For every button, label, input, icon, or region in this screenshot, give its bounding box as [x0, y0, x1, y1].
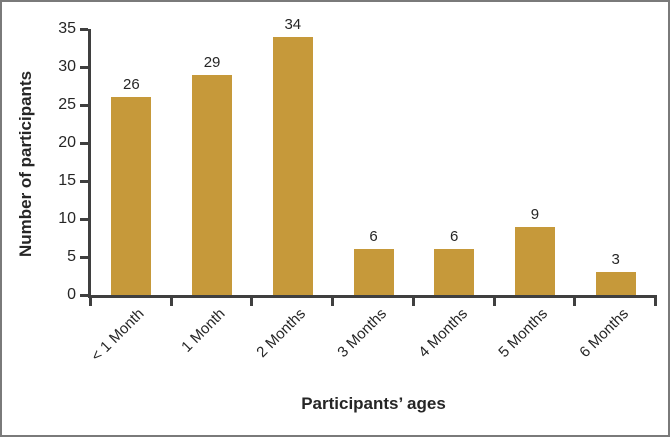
x-axis-tick — [250, 295, 254, 306]
x-axis-tick — [411, 295, 415, 306]
bar — [353, 249, 394, 295]
x-axis-category-label: 2 Months — [253, 305, 310, 361]
y-axis-tick-label: 20 — [58, 134, 76, 151]
y-axis-tick — [80, 218, 88, 221]
x-axis-title: Participants’ ages — [301, 394, 446, 413]
x-axis-tick — [492, 295, 496, 306]
x-axis-category-label: 5 Months — [495, 305, 552, 361]
bar-value-label: 9 — [530, 205, 540, 223]
bar — [272, 36, 313, 295]
bar-value-label: 26 — [123, 76, 140, 94]
y-axis-tick — [80, 28, 88, 31]
x-axis-category-label: 3 Months — [334, 305, 390, 361]
x-axis-tick — [89, 295, 92, 306]
y-axis-tick — [80, 104, 88, 107]
bar — [111, 97, 152, 295]
x-axis-category-label: < 1 Month — [88, 305, 148, 365]
bar — [434, 249, 475, 295]
y-axis-tick-label: 5 — [67, 248, 76, 265]
y-axis-line — [88, 29, 91, 298]
y-axis-title: Number of participants — [16, 70, 35, 258]
bar-value-label: 6 — [450, 228, 459, 246]
x-axis-category-label: 1 Month — [178, 305, 229, 356]
x-axis-category-label: 6 Months — [576, 305, 632, 361]
bar — [514, 226, 555, 295]
y-axis-tick — [80, 66, 88, 69]
y-axis-tick — [80, 294, 88, 297]
bar-value-label: 29 — [203, 53, 221, 71]
x-axis-tick — [331, 295, 335, 306]
x-axis-tick — [169, 295, 173, 306]
y-axis-tick — [80, 180, 88, 183]
x-axis-line — [88, 295, 657, 298]
y-axis-tick-label: 10 — [58, 210, 76, 227]
x-axis-tick — [654, 295, 657, 306]
y-axis-tick-label: 0 — [67, 286, 76, 303]
y-axis-tick-label: 15 — [58, 172, 76, 189]
y-axis-tick-label: 35 — [58, 20, 76, 37]
bar-value-label: 3 — [611, 251, 620, 269]
bar-value-label: 34 — [284, 15, 302, 33]
y-axis-tick — [80, 142, 88, 145]
x-axis-tick — [573, 295, 577, 306]
bar-value-label: 6 — [369, 228, 378, 246]
bar — [192, 74, 233, 295]
y-axis-tick-label: 25 — [58, 96, 76, 113]
x-axis-category-label: 4 Months — [414, 305, 471, 361]
y-axis-tick — [80, 256, 88, 259]
y-axis-tick-label: 30 — [58, 58, 76, 75]
bar — [595, 272, 636, 295]
